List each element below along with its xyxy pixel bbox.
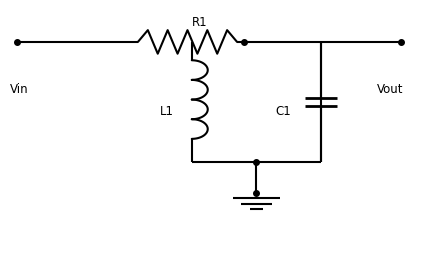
Text: C1: C1 (275, 105, 291, 118)
Text: R1: R1 (191, 16, 207, 29)
Text: Vout: Vout (376, 83, 402, 96)
Text: Vin: Vin (9, 83, 28, 96)
Text: L1: L1 (159, 105, 173, 118)
